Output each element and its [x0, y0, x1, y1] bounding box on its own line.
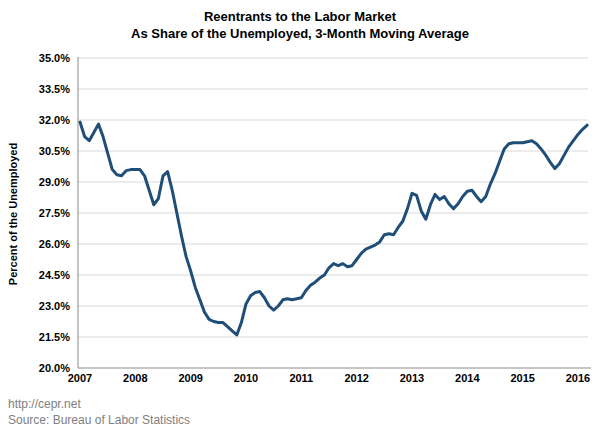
- x-tick-label: 2011: [289, 372, 313, 384]
- x-tick-label: 2014: [455, 372, 480, 384]
- x-tick-label: 2012: [344, 372, 368, 384]
- y-tick-label: 32.0%: [39, 114, 70, 126]
- footer-url: http://cepr.net: [8, 396, 190, 412]
- x-tick-labels: 2007 2008 2009 2010 2011 2012 2013 2014 2015 2016: [68, 372, 590, 384]
- x-tick-label: 2016: [566, 372, 590, 384]
- chart-page: Reentrants to the Labor Market As Share …: [0, 0, 600, 439]
- y-tick-label: 30.5%: [39, 145, 70, 157]
- x-tick-label: 2009: [178, 372, 202, 384]
- x-tick-label: 2008: [123, 372, 147, 384]
- y-tick-label: 29.0%: [39, 176, 70, 188]
- y-tick-label: 33.5%: [39, 83, 70, 95]
- x-tick-label: 2010: [234, 372, 258, 384]
- y-tick-labels: 35.0% 33.5% 32.0% 30.5% 29.0% 27.5% 26.0% 24.5%…: [39, 52, 70, 374]
- x-tick-label: 2015: [510, 372, 534, 384]
- x-tick-label: 2013: [400, 372, 424, 384]
- y-tick-label: 26.0%: [39, 238, 70, 250]
- footer-source: Source: Bureau of Labor Statistics: [8, 412, 190, 428]
- y-tick-label: 24.5%: [39, 269, 70, 281]
- y-tick-label: 27.5%: [39, 207, 70, 219]
- footer: http://cepr.net Source: Bureau of Labor …: [8, 396, 190, 428]
- x-tick-label: 2007: [68, 372, 92, 384]
- line-chart-canvas: 35.0% 33.5% 32.0% 30.5% 29.0% 27.5% 26.0% 24.5%…: [0, 0, 600, 439]
- gridlines: [78, 58, 588, 337]
- data-line-reentrants-share: [80, 122, 587, 335]
- y-tick-label: 23.0%: [39, 300, 70, 312]
- y-tick-label: 21.5%: [39, 331, 70, 343]
- y-tick-label: 35.0%: [39, 52, 70, 64]
- y-tick-label: 20.0%: [39, 362, 70, 374]
